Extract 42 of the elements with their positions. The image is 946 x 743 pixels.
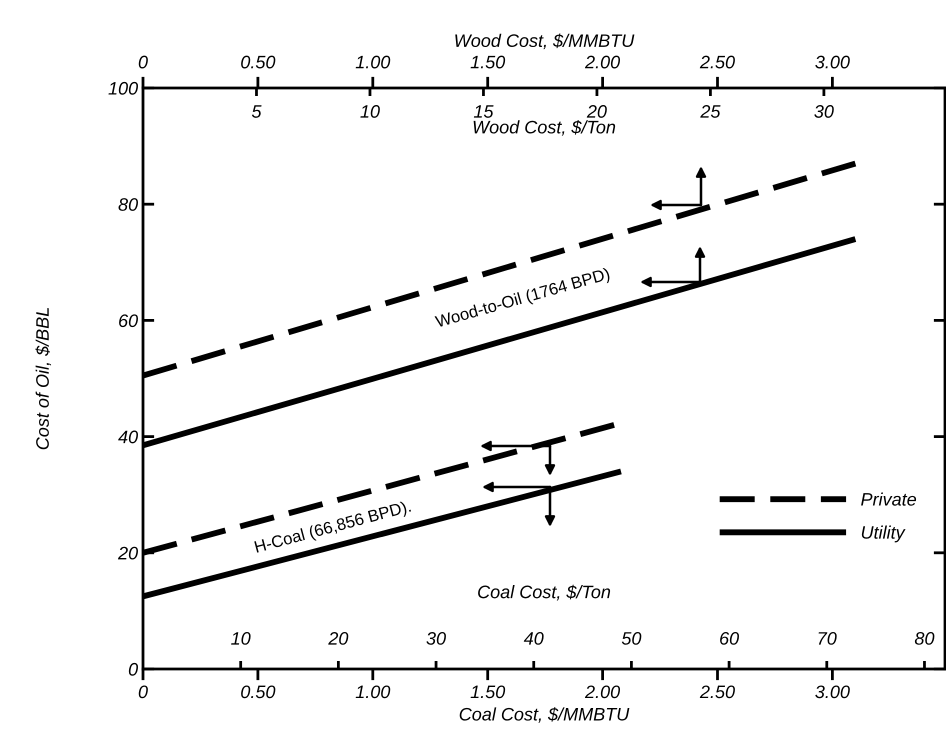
y-tick-label: 20 [118,546,138,560]
annotation: 30 [426,632,446,645]
annotation: H-Coal (66,856 BPD). [254,500,412,556]
text: Utility [862,526,906,542]
annotation: 20 [586,105,607,118]
x2-tick-label: 0 [138,56,148,68]
annotation: 5 [252,105,262,118]
x-tick-label: 0.50 [241,685,276,698]
x2-tick-label: 2.50 [700,56,735,68]
annotation: 10 [231,632,251,645]
y-axis-title: Cost of Oil, $/BBL [35,308,52,450]
y-tick-label: 80 [118,198,138,211]
x-tick-label: 1.00 [356,685,390,698]
y-tick-label: 100 [108,82,138,95]
annotation: Coal Cost, $/Ton [478,584,610,600]
y-tick-label: 0 [128,662,138,676]
annotation: 60 [720,632,739,645]
annotation: 70 [818,632,837,645]
x-tick-label: 2.50 [700,685,735,698]
annotation: Wood Cost, $/Ton [474,120,616,136]
x2-tick-label: 0.50 [241,56,276,68]
y-tick-label: 60 [119,314,138,328]
x-tick-label: 3.00 [815,685,850,698]
x-axis-title: Coal Cost, $/MMBTU [460,707,630,723]
x2-tick-label: 2.00 [584,56,620,68]
annotation: 80 [914,632,934,645]
x2-axis-title: Wood Cost, $/MMBTU [455,33,634,50]
x2-tick-label: 3.00 [815,56,850,68]
annotation: 30 [814,105,834,118]
x2-tick-label: 1.50 [470,56,506,68]
x2-tick-label: 1.00 [356,56,390,68]
x-tick-label: 1.50 [470,685,506,698]
y-tick-label: 40 [118,430,138,444]
annotation: 40 [524,632,544,645]
annotation: 20 [328,632,348,645]
x-tick-label: 0 [138,685,148,698]
text: Private [861,492,916,506]
annotation: 15 [474,105,494,118]
annotation: 50 [622,632,642,645]
annotation: 25 [700,105,720,118]
x-tick-label: 2.00 [584,685,620,698]
annotation: 10 [360,105,380,118]
